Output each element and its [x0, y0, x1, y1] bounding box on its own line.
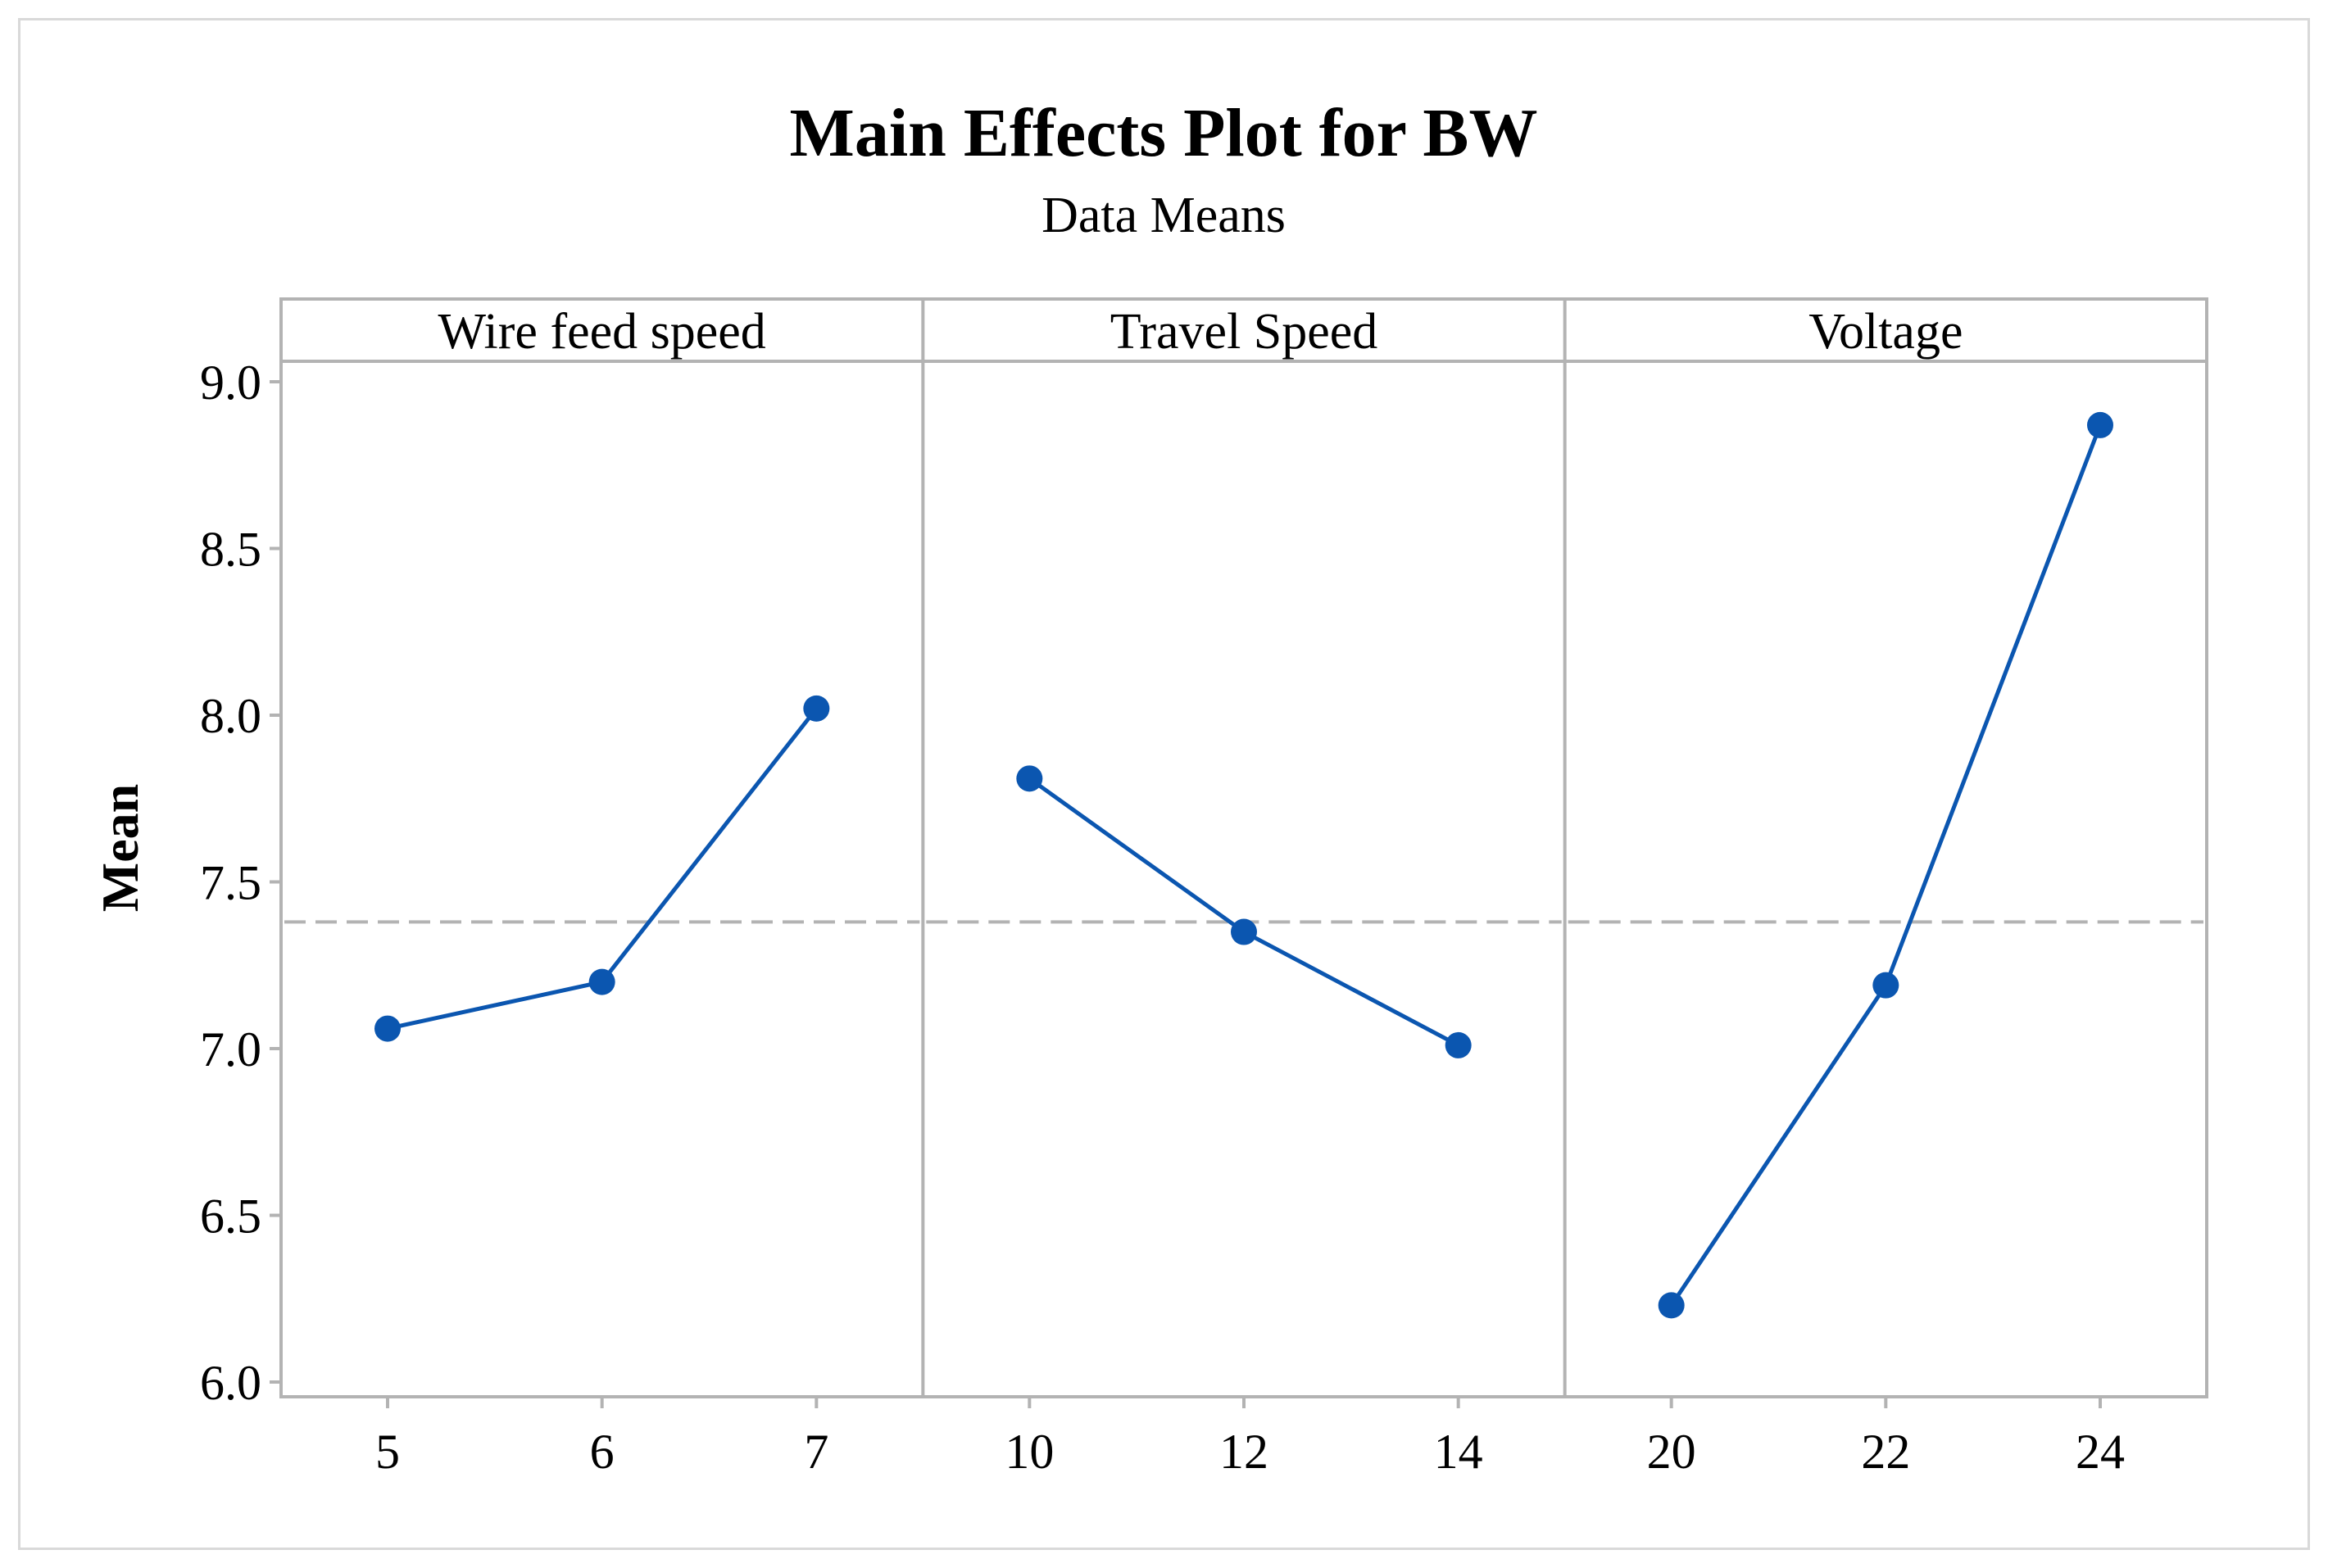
- x-tick-label: 24: [2076, 1425, 2125, 1479]
- panel-label: Voltage: [1808, 304, 1963, 360]
- data-point: [1445, 1031, 1472, 1058]
- series-line: [1028, 777, 1459, 1048]
- x-tick-label: 14: [1434, 1425, 1483, 1479]
- chart-subtitle: Data Means: [1041, 188, 1286, 243]
- data-point: [803, 695, 830, 722]
- data-point: [374, 1015, 401, 1042]
- chart-title: Main Effects Plot for BW: [790, 95, 1538, 171]
- data-point: [588, 968, 615, 995]
- y-tick-label: 7.0: [200, 1022, 261, 1076]
- y-tick-label: 9.0: [200, 356, 261, 410]
- x-tick-label: 5: [375, 1425, 400, 1479]
- data-point: [1872, 972, 1899, 999]
- panel-label: Travel Speed: [1110, 304, 1378, 360]
- x-tick-label: 12: [1219, 1425, 1268, 1479]
- y-axis-label: Mean: [91, 784, 149, 912]
- y-tick-label: 6.0: [200, 1356, 261, 1410]
- data-point: [1016, 765, 1043, 792]
- x-tick-label: 6: [590, 1425, 615, 1479]
- y-tick-label: 6.5: [200, 1190, 261, 1244]
- x-tick-label: 20: [1647, 1425, 1696, 1479]
- chart-frame: [18, 18, 2310, 1550]
- data-point: [2087, 411, 2113, 438]
- data-point: [1231, 918, 1257, 945]
- y-tick-label: 7.5: [200, 856, 261, 910]
- data-point: [1658, 1292, 1685, 1319]
- plot-frame: [279, 297, 2208, 1398]
- y-tick-label: 8.0: [200, 689, 261, 743]
- x-tick-label: 22: [1861, 1425, 1910, 1479]
- panel-label: Wire feed speed: [438, 304, 766, 360]
- x-tick-label: 7: [804, 1425, 828, 1479]
- x-tick-label: 10: [1005, 1425, 1054, 1479]
- y-tick-label: 8.5: [200, 523, 261, 577]
- series-line: [1669, 424, 2103, 1307]
